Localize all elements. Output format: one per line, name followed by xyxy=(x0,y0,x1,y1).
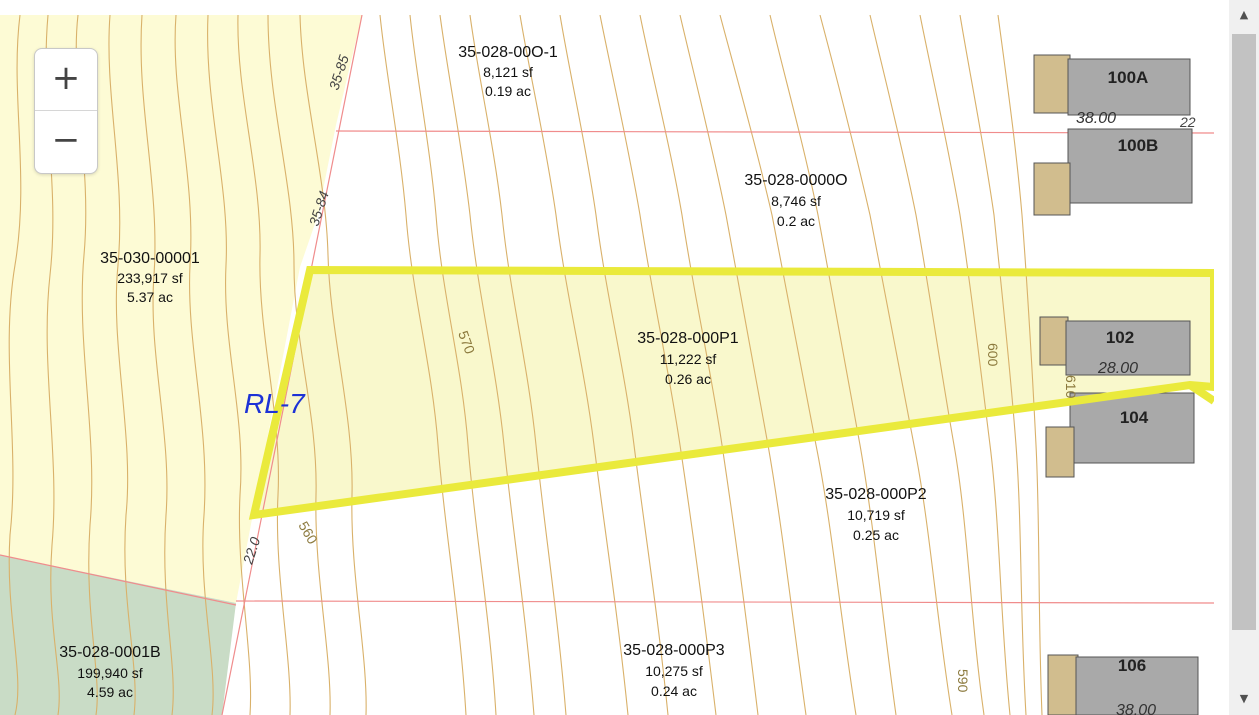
buildings xyxy=(1033,54,1199,715)
parcel-area-sf: 199,940 sf xyxy=(77,665,142,681)
vertical-scrollbar[interactable]: ▲ ▼ xyxy=(1229,0,1259,715)
garage-106 xyxy=(1047,654,1079,715)
zoom-in-button[interactable]: + xyxy=(51,58,81,98)
contour-label: 570 xyxy=(455,329,478,357)
parcel-id: 35-030-00001 xyxy=(100,250,200,267)
parcel-area-sf: 10,719 sf xyxy=(847,507,905,523)
parcel-label[interactable]: 35-028-000P3 10,275 sf 0.24 ac xyxy=(623,642,725,699)
parcel-area-sf: 10,275 sf xyxy=(645,663,703,679)
parcel-id: 35-028-000P1 xyxy=(637,330,739,347)
garage-100b xyxy=(1033,162,1071,216)
building-104 xyxy=(1069,392,1195,464)
parcel-id: 35-028-00O-1 xyxy=(458,44,558,61)
building-number: 104 xyxy=(1120,408,1149,427)
street-dim-label: 22 xyxy=(1179,114,1196,130)
garage-104 xyxy=(1045,426,1075,478)
selected-parcel-outline[interactable] xyxy=(248,265,1214,520)
parcel-area-ac: 0.2 ac xyxy=(777,213,815,229)
scroll-up-arrow[interactable]: ▲ xyxy=(1239,8,1249,21)
open-space-zone xyxy=(0,555,236,715)
selected-parcel-fill xyxy=(254,270,1214,515)
parcel-area-sf: 11,222 sf xyxy=(660,351,717,367)
building-dimension: 38.00 xyxy=(1116,702,1156,715)
parcel-label[interactable]: 35-028-000P2 10,719 sf 0.25 ac xyxy=(825,486,927,543)
building-dimension: 28.00 xyxy=(1097,360,1138,377)
zoom-control: + − xyxy=(34,48,98,174)
parcel-area-sf: 8,746 sf xyxy=(771,193,821,209)
parcel-label[interactable]: 35-028-00O-1 8,121 sf 0.19 ac xyxy=(458,44,558,99)
scroll-thumb[interactable] xyxy=(1232,34,1256,630)
parcel-area-ac: 0.24 ac xyxy=(651,683,697,699)
building-dimension: 38.00 xyxy=(1076,110,1116,127)
zoom-out-button[interactable]: − xyxy=(35,110,97,172)
building-number: 102 xyxy=(1106,328,1134,347)
parcel-area-ac: 0.19 ac xyxy=(485,83,531,99)
parcel-label[interactable]: 35-028-000P1 11,222 sf 0.26 ac xyxy=(637,330,739,387)
contour-lines xyxy=(8,15,1043,715)
parcel-area-sf: 233,917 sf xyxy=(117,270,182,286)
map-layer: RL-7 570 560 600 590 610 35-85 35-84 22.… xyxy=(0,15,1214,715)
parcel-id: 35-028-000P3 xyxy=(623,642,725,659)
parcel-area-ac: 4.59 ac xyxy=(87,684,133,700)
zoning-label: RL-7 xyxy=(244,388,306,419)
parcel-id: 35-028-0000O xyxy=(744,172,847,189)
building-number: 106 xyxy=(1118,656,1146,675)
building-102 xyxy=(1065,320,1191,376)
parcel-area-ac: 0.26 ac xyxy=(665,371,711,387)
scroll-down-arrow[interactable]: ▼ xyxy=(1239,692,1249,705)
parcel-area-sf: 8,121 sf xyxy=(483,64,533,80)
map-canvas[interactable]: RL-7 570 560 600 590 610 35-85 35-84 22.… xyxy=(0,15,1214,715)
contour-label: 590 xyxy=(955,669,971,693)
parcel-id: 35-028-0001B xyxy=(59,644,160,661)
building-106 xyxy=(1075,656,1199,715)
parcel-label[interactable]: 35-028-0001B 199,940 sf 4.59 ac xyxy=(59,644,160,700)
contour-label: 600 xyxy=(985,343,1001,367)
parcel-area-ac: 0.25 ac xyxy=(853,527,899,543)
parcel-label[interactable]: 35-030-00001 233,917 sf 5.37 ac xyxy=(100,250,200,305)
garage-100a xyxy=(1033,54,1071,114)
building-number: 100A xyxy=(1108,68,1149,87)
building-100b xyxy=(1067,128,1193,204)
building-100a xyxy=(1067,58,1191,116)
parcel-area-ac: 5.37 ac xyxy=(127,289,173,305)
contour-label: 610 xyxy=(1063,375,1079,399)
parcel-label[interactable]: 35-028-0000O 8,746 sf 0.2 ac xyxy=(744,172,847,229)
parcel-id: 35-028-000P2 xyxy=(825,486,927,503)
building-number: 100B xyxy=(1118,136,1159,155)
garage-102 xyxy=(1039,316,1069,366)
